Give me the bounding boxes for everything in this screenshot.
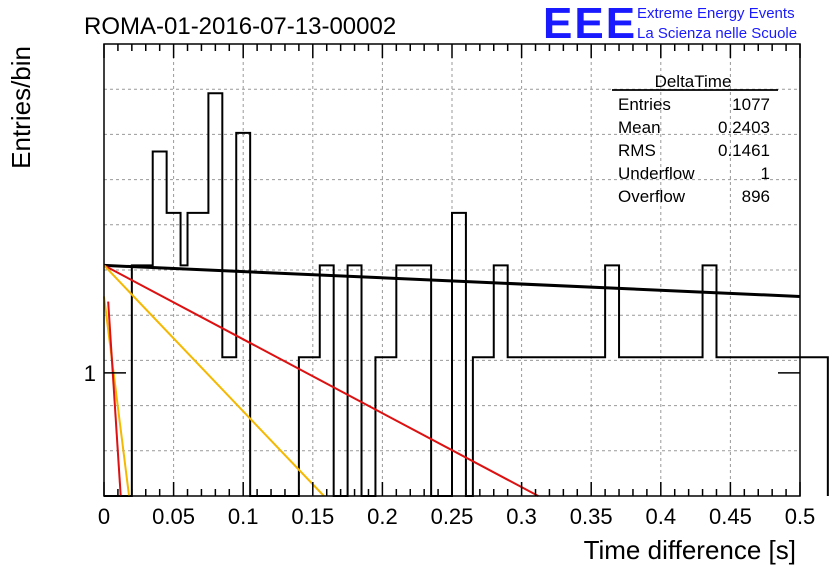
stats-key: Overflow bbox=[618, 187, 686, 206]
x-tick-label: 0.15 bbox=[291, 504, 334, 529]
x-tick-label: 0.5 bbox=[785, 504, 816, 529]
stats-key: Underflow bbox=[618, 164, 695, 183]
stats-value: 0.2403 bbox=[718, 118, 770, 137]
stats-value: 1077 bbox=[732, 95, 770, 114]
y-tick-labels: 1 bbox=[84, 361, 96, 386]
stats-key: RMS bbox=[618, 141, 656, 160]
logo-line-2: La Scienza nelle Scuole bbox=[637, 25, 797, 42]
x-tick-label: 0.35 bbox=[570, 504, 613, 529]
stats-box: DeltaTime Entries 1077 Mean 0.2403 RMS 0.1461… bbox=[612, 72, 778, 206]
stats-title: DeltaTime bbox=[655, 72, 732, 91]
x-tick-labels: 0 0.05 0.1 0.15 0.2 0.25 0.3 0.35 0.4 0.45 0.5 bbox=[98, 504, 815, 529]
stats-value: 0.1461 bbox=[718, 141, 770, 160]
y-tick-label: 1 bbox=[84, 361, 96, 386]
run-title: ROMA-01-2016-07-13-00002 bbox=[84, 13, 396, 40]
eee-logo: EEE bbox=[543, 0, 637, 48]
x-tick-label: 0.1 bbox=[228, 504, 259, 529]
fit-line bbox=[103, 296, 131, 497]
x-tick-label: 0.4 bbox=[646, 504, 677, 529]
x-tick-label: 0.05 bbox=[152, 504, 195, 529]
logo-line-1: Extreme Energy Events bbox=[637, 5, 795, 22]
x-tick-label: 0.25 bbox=[431, 504, 474, 529]
x-tick-label: 0.2 bbox=[367, 504, 398, 529]
fit-line bbox=[103, 264, 539, 497]
stats-value: 896 bbox=[742, 187, 770, 206]
fit-line bbox=[107, 301, 122, 497]
stats-key: Mean bbox=[618, 118, 661, 137]
x-axis-title: Time difference [s] bbox=[584, 535, 796, 565]
x-tick-label: 0 bbox=[98, 504, 110, 529]
plot-frame bbox=[103, 43, 801, 497]
fit-line bbox=[103, 263, 801, 298]
y-axis-title: Entries/bin bbox=[6, 46, 36, 169]
fit-lines bbox=[103, 263, 801, 497]
stats-key: Entries bbox=[618, 95, 671, 114]
x-tick-label: 0.3 bbox=[506, 504, 537, 529]
x-tick-label: 0.45 bbox=[709, 504, 752, 529]
stats-value: 1 bbox=[761, 164, 770, 183]
fit-line bbox=[103, 264, 325, 497]
